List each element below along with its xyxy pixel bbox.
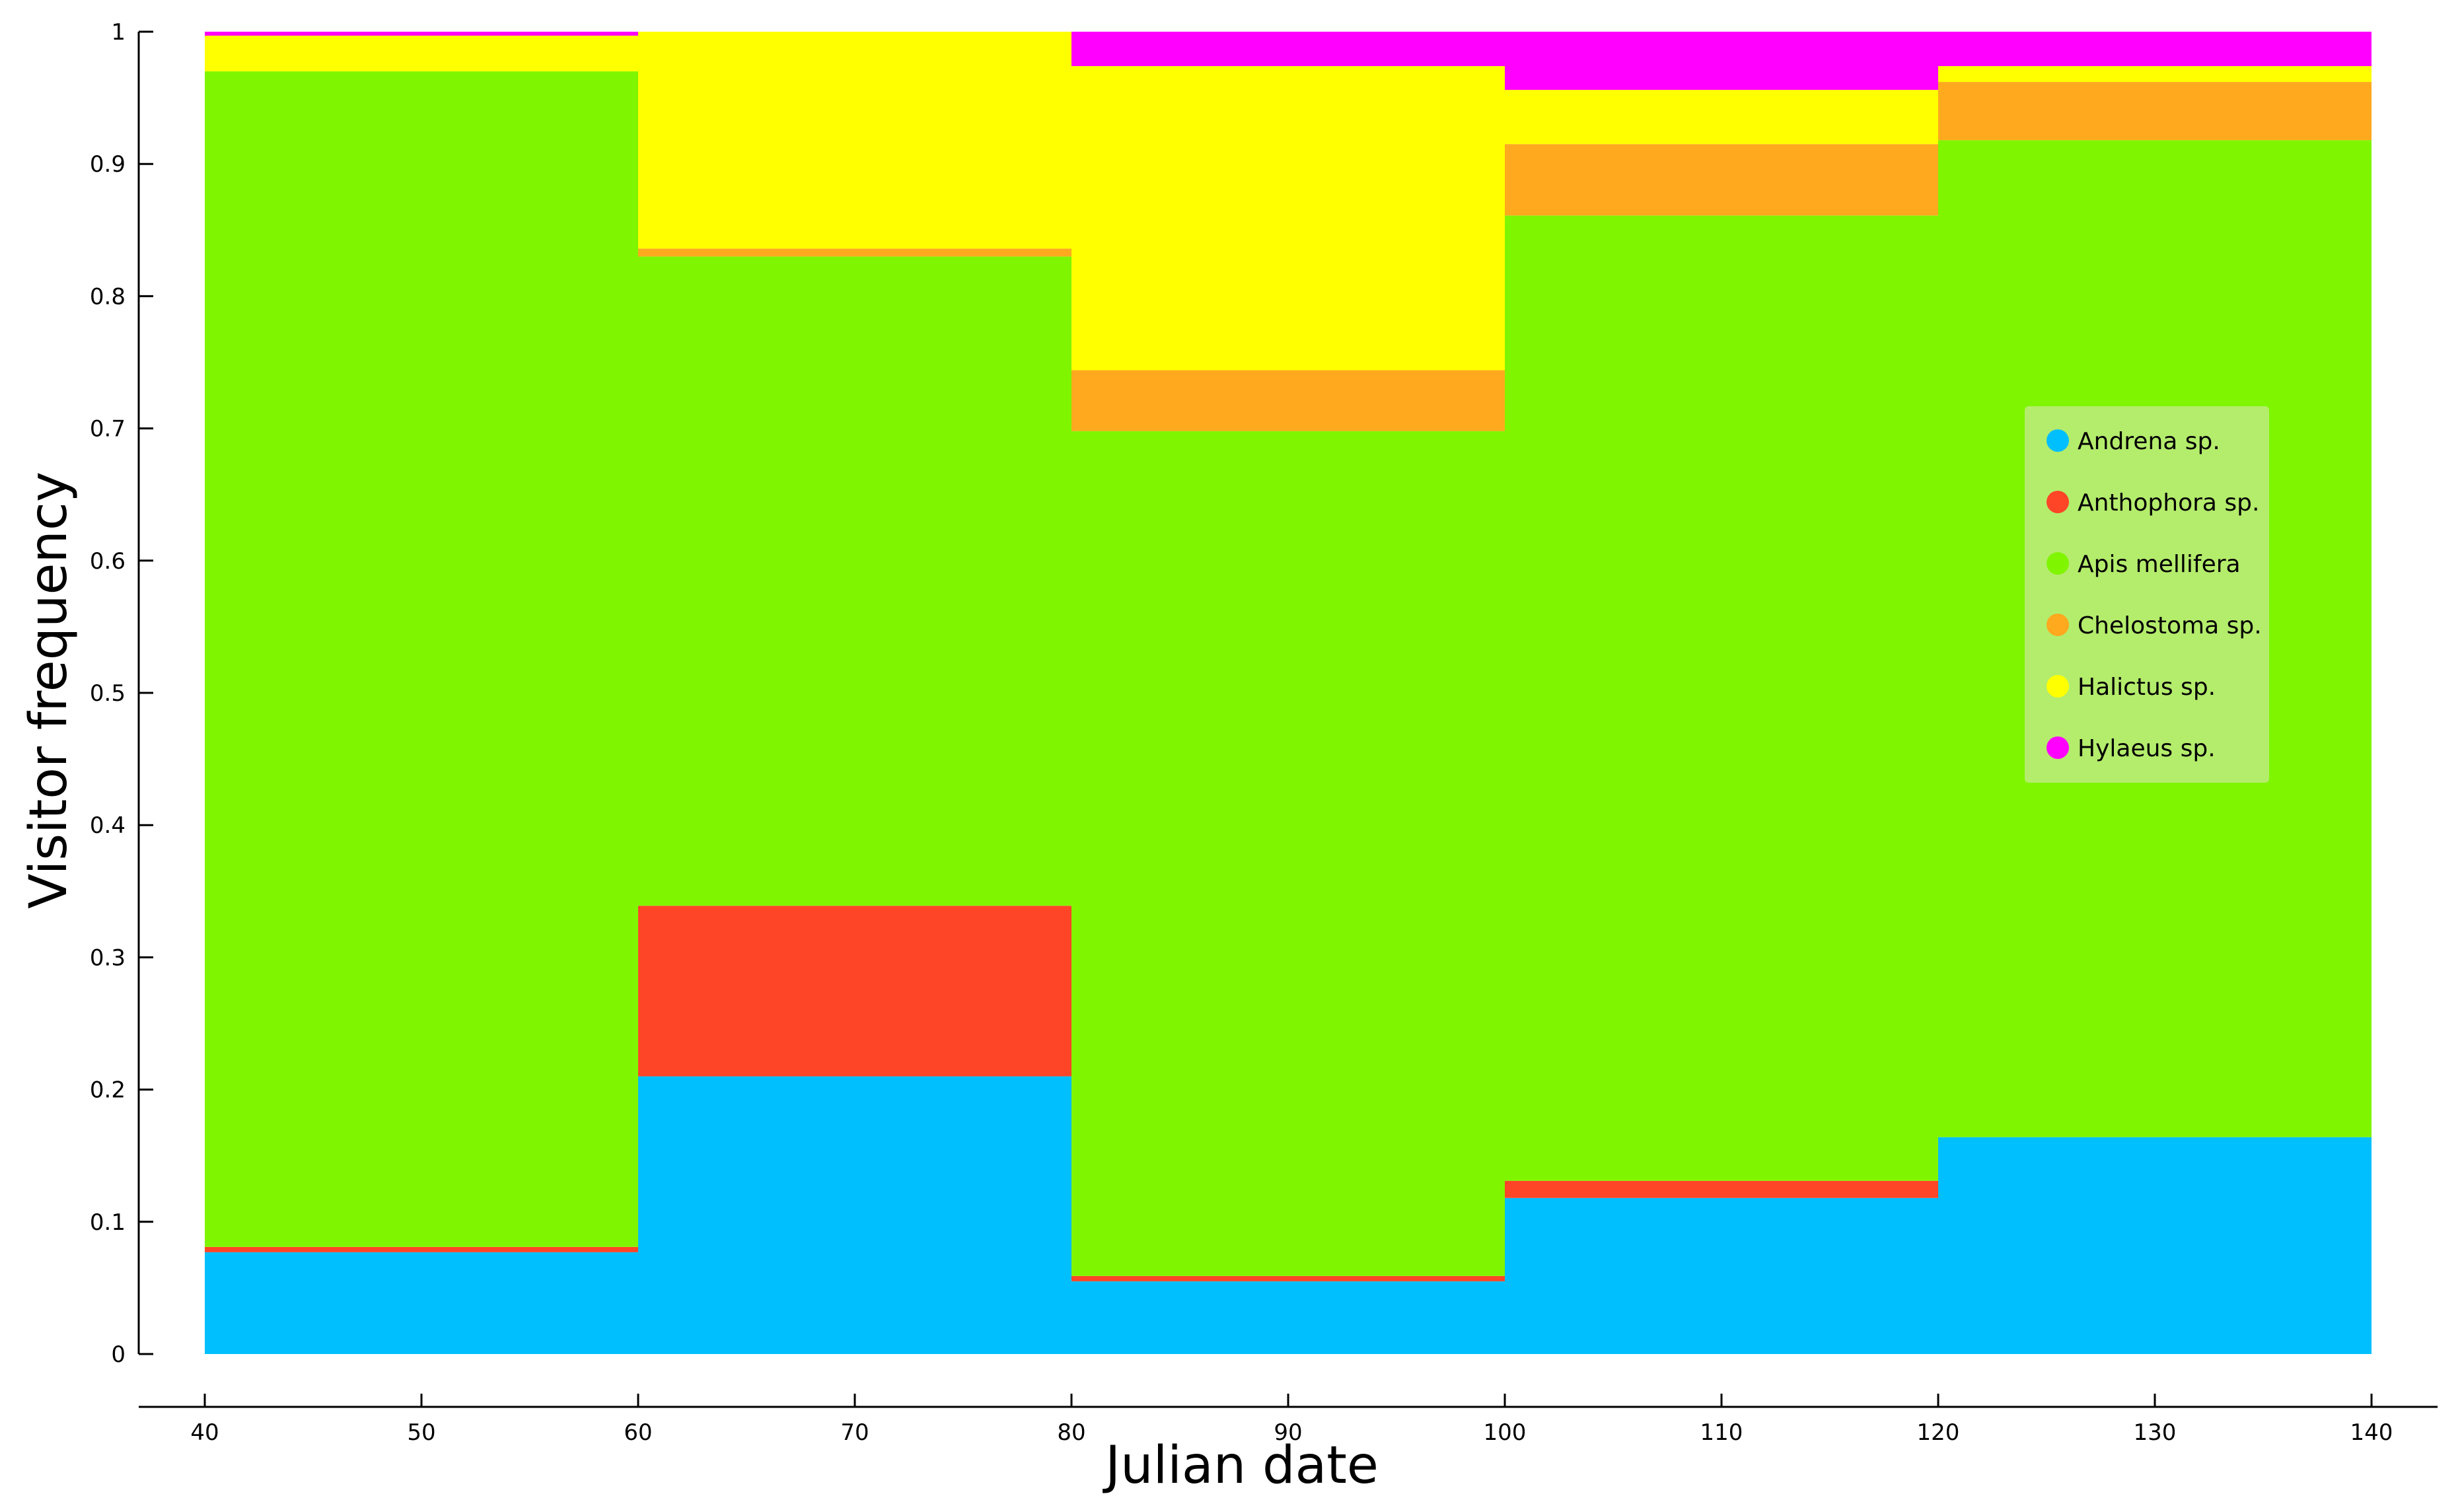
- x-tick-label: 40: [190, 1419, 219, 1446]
- y-tick-label: 0.7: [90, 416, 126, 443]
- legend-box: [2025, 406, 2269, 783]
- bar-segment-hylaeus-sp-bin-0: [205, 32, 638, 36]
- x-tick-label: 110: [1700, 1419, 1743, 1446]
- y-tick-label: 1: [111, 19, 126, 46]
- bar-segment-apis-mellifera-bin-3: [1505, 215, 1938, 1181]
- legend: Andrena sp. Anthophora sp. Apis mellifera C…: [2025, 406, 2269, 783]
- legend-label-hylaeus-sp: Hylaeus sp.: [2078, 735, 2216, 762]
- bars-group: [205, 32, 2372, 1354]
- legend-marker-andrena-sp: [2047, 429, 2069, 452]
- bar-segment-andrena-sp-bin-1: [638, 1076, 1071, 1354]
- bar-segment-andrena-sp-bin-4: [1938, 1137, 2372, 1354]
- x-tick-label: 120: [1917, 1419, 1960, 1446]
- y-tick-label: 0.3: [90, 945, 126, 971]
- bar-segment-halictus-sp-bin-2: [1071, 66, 1505, 371]
- bar-segment-chelostoma-sp-bin-1: [638, 248, 1071, 257]
- x-tick-label: 100: [1484, 1419, 1527, 1446]
- bar-segment-andrena-sp-bin-3: [1505, 1197, 1938, 1354]
- bar-segment-apis-mellifera-bin-1: [638, 256, 1071, 906]
- x-tick-label: 70: [840, 1419, 869, 1446]
- bar-segment-halictus-sp-bin-1: [638, 32, 1071, 249]
- bar-segment-halictus-sp-bin-3: [1505, 90, 1938, 145]
- x-tick-label: 60: [624, 1419, 652, 1446]
- y-tick-label: 0.8: [90, 283, 126, 310]
- y-tick-label: 0.4: [90, 812, 126, 839]
- y-tick-label: 0: [111, 1341, 126, 1368]
- bar-segment-anthophora-sp-bin-0: [205, 1246, 638, 1252]
- legend-marker-anthophora-sp: [2047, 491, 2069, 513]
- legend-marker-apis-mellifera: [2047, 552, 2069, 575]
- bar-segment-andrena-sp-bin-2: [1071, 1281, 1505, 1354]
- y-tick-label: 0.2: [90, 1077, 126, 1104]
- bar-segment-anthophora-sp-bin-2: [1071, 1275, 1505, 1281]
- bar-segment-chelostoma-sp-bin-4: [1938, 82, 2372, 141]
- legend-label-apis-mellifera: Apis mellifera: [2078, 551, 2241, 578]
- y-axis-title: Visitor frequency: [19, 472, 79, 909]
- bar-segment-halictus-sp-bin-0: [205, 36, 638, 72]
- bar-segment-andrena-sp-bin-0: [205, 1252, 638, 1354]
- legend-label-halictus-sp: Halictus sp.: [2078, 674, 2216, 701]
- bar-segment-hylaeus-sp-bin-4: [1938, 32, 2372, 67]
- y-tick-label: 0.6: [90, 548, 126, 575]
- y-tick-label: 0.9: [90, 151, 126, 178]
- x-tick-label: 50: [407, 1419, 435, 1446]
- bar-segment-apis-mellifera-bin-0: [205, 71, 638, 1247]
- bar-segment-chelostoma-sp-bin-3: [1505, 144, 1938, 216]
- bar-segment-anthophora-sp-bin-3: [1505, 1180, 1938, 1198]
- legend-marker-chelostoma-sp: [2047, 614, 2069, 636]
- legend-marker-halictus-sp: [2047, 675, 2069, 697]
- x-tick-label: 90: [1274, 1419, 1302, 1446]
- legend-label-andrena-sp: Andrena sp.: [2078, 428, 2220, 455]
- bar-segment-apis-mellifera-bin-2: [1071, 431, 1505, 1276]
- bar-segment-hylaeus-sp-bin-2: [1071, 32, 1505, 67]
- y-tick-label: 0.1: [90, 1209, 126, 1236]
- legend-label-chelostoma-sp: Chelostoma sp.: [2078, 612, 2262, 639]
- x-tick-label: 130: [2134, 1419, 2177, 1446]
- bar-segment-chelostoma-sp-bin-2: [1071, 370, 1505, 431]
- bar-segment-anthophora-sp-bin-1: [638, 906, 1071, 1077]
- legend-marker-hylaeus-sp: [2047, 736, 2069, 759]
- bar-segment-hylaeus-sp-bin-3: [1505, 32, 1938, 90]
- x-tick-label: 140: [2350, 1419, 2393, 1446]
- legend-label-anthophora-sp: Anthophora sp.: [2078, 489, 2259, 517]
- x-axis-title: Julian date: [1102, 1436, 1379, 1495]
- y-tick-label: 0.5: [90, 680, 126, 707]
- bar-segment-halictus-sp-bin-4: [1938, 66, 2372, 83]
- x-tick-label: 80: [1057, 1419, 1085, 1446]
